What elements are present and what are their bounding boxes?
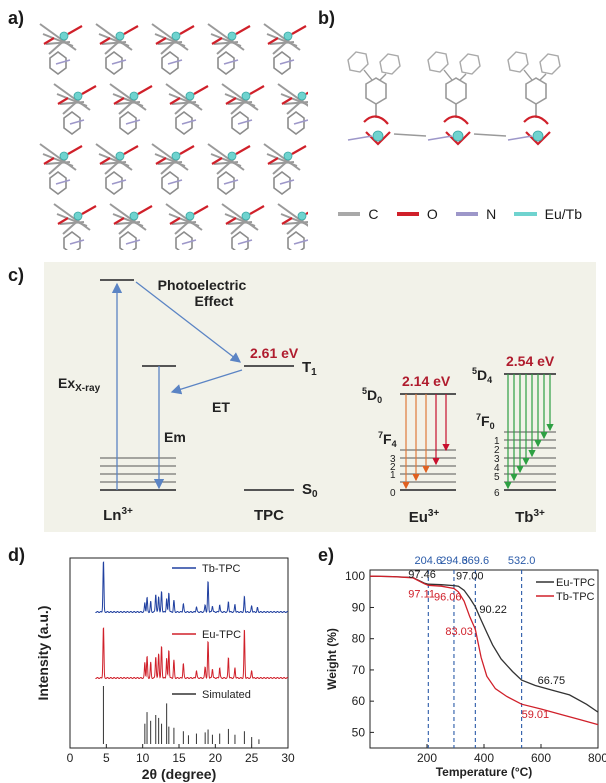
- energy-diagram-background: [44, 262, 596, 532]
- legend-label-Eu-TPC: Eu-TPC: [202, 629, 241, 641]
- tb-emission-arrows: [504, 374, 554, 490]
- y-tick-label-90: 90: [352, 600, 366, 614]
- photoelectric-label-1: Photoelectric: [158, 277, 247, 293]
- x-tick-label-5: 5: [103, 751, 110, 765]
- y-tick-label-70: 70: [352, 663, 366, 677]
- atom-legend: C O N Eu/Tb: [338, 204, 600, 224]
- chain-structure-image: [347, 51, 561, 146]
- eu-f-levels: [400, 449, 456, 483]
- vline-label-204.6: 204.6: [415, 555, 443, 567]
- tpc-label: TPC: [254, 507, 284, 524]
- s0-label: S0: [302, 481, 318, 500]
- x-axis-label: Temperature (°C): [436, 765, 533, 779]
- annotation-97.46: 97.46: [408, 569, 436, 581]
- x-tick-label-15: 15: [172, 751, 186, 765]
- annotation-97.00: 97.00: [456, 571, 484, 583]
- legend-label-n: N: [486, 206, 497, 222]
- x-tick-label-800: 800: [588, 751, 606, 765]
- annotation-83.03: 83.03: [445, 626, 473, 638]
- crystal-packing-image: [39, 23, 308, 250]
- eu-level-numbers: 3 2 1 0: [390, 454, 396, 499]
- y-tick-label-80: 80: [352, 632, 366, 646]
- y-axis-label: Weight (%): [325, 628, 339, 690]
- annotation-97.11: 97.11: [408, 588, 435, 600]
- annotation-66.75: 66.75: [538, 675, 566, 687]
- legend-label-eutb: Eu/Tb: [544, 206, 582, 222]
- energy-transfer-arrow: [170, 369, 243, 395]
- x-tick-label-20: 20: [209, 751, 223, 765]
- svg-text:0: 0: [390, 488, 396, 499]
- tb-f0-label: 7F0: [476, 412, 495, 431]
- y-axis-label: Intensity (a.u.): [35, 606, 51, 701]
- tga-chart: 200 400 600 800 50 60 70 80 90 100 Temperature (°C…: [325, 555, 606, 779]
- legend-label-Simulated: Simulated: [202, 689, 251, 701]
- annotation-96.06: 96.06: [434, 592, 462, 604]
- legend-label-o: O: [426, 206, 438, 222]
- eu-d0-label: 5D0: [362, 386, 382, 405]
- x-tick-label-400: 400: [474, 751, 494, 765]
- svg-text:2: 2: [494, 445, 500, 456]
- legend-swatch-eutb: [514, 212, 537, 216]
- photoelectric-arrow: [135, 281, 242, 363]
- legend-label-Tb-TPC: Tb-TPC: [556, 591, 595, 603]
- eu-label: Eu3+: [409, 508, 440, 526]
- x-tick-label-200: 200: [417, 751, 437, 765]
- eu-energy-label: 2.14 eV: [402, 373, 451, 389]
- vline-label-532.0: 532.0: [508, 555, 536, 567]
- x-tick-label-600: 600: [531, 751, 551, 765]
- legend-swatch-n: [455, 212, 479, 216]
- excitation-label: ExX-ray: [58, 375, 101, 394]
- legend-label-Tb-TPC: Tb-TPC: [202, 563, 241, 575]
- svg-text:1: 1: [494, 436, 500, 447]
- svg-text:4: 4: [494, 463, 500, 474]
- pxrd-chart: 0 5 10 15 20 25 30 2θ (degree) Intensity (a.u.) T…: [35, 557, 295, 782]
- tb-f-levels: [504, 431, 556, 483]
- panel-label-a: a): [8, 8, 25, 28]
- series-line-Eu-TPC: [369, 575, 599, 713]
- em-label: Em: [164, 429, 186, 445]
- x-tick-label-0: 0: [67, 751, 74, 765]
- series-line-Eu-TPC: [95, 627, 289, 680]
- eu-f4-label: 7F4: [378, 430, 397, 449]
- svg-text:1: 1: [390, 470, 396, 481]
- annotation-59.01: 59.01: [522, 709, 550, 721]
- panel-label-c: c): [8, 265, 25, 285]
- svg-text:3: 3: [494, 454, 500, 465]
- tb-label: Tb3+: [515, 508, 545, 526]
- legend-swatch-c: [338, 212, 361, 216]
- panel-label-e: e): [318, 545, 335, 565]
- x-tick-label-30: 30: [281, 751, 295, 765]
- series-line-Tb-TPC: [369, 575, 599, 726]
- y-tick-label-60: 60: [352, 694, 366, 708]
- panel-label-b: b): [318, 8, 335, 28]
- tb-level-numbers: 1 2 3 4 5 6: [494, 436, 500, 499]
- photoelectric-label-2: Effect: [195, 293, 234, 309]
- tb-d4-label: 5D4: [472, 366, 492, 385]
- ln-ground-levels: [100, 457, 176, 483]
- energy-level-diagram: Photoelectric Effect ExX-ray ET Em 2.61 …: [58, 277, 556, 526]
- svg-text:6: 6: [494, 488, 500, 499]
- x-tick-label-25: 25: [245, 751, 259, 765]
- t1-energy-label: 2.61 eV: [250, 345, 299, 361]
- svg-text:5: 5: [494, 472, 500, 483]
- eu-emission-arrows: [402, 394, 450, 490]
- svg-text:2: 2: [390, 462, 396, 473]
- x-tick-label-10: 10: [136, 751, 150, 765]
- panel-label-d: d): [8, 545, 25, 565]
- vline-label-294.6: 294.6: [440, 555, 468, 567]
- t1-label: T1: [302, 359, 317, 378]
- et-label: ET: [212, 399, 230, 415]
- svg-text:3: 3: [390, 454, 396, 465]
- annotation-90.22: 90.22: [479, 604, 507, 616]
- ln-label: Ln3+: [103, 506, 133, 524]
- legend-label-c: C: [368, 206, 379, 222]
- x-axis-label: 2θ (degree): [142, 766, 216, 782]
- legend-label-Eu-TPC: Eu-TPC: [556, 577, 595, 589]
- y-tick-label-50: 50: [352, 725, 366, 739]
- y-tick-label-100: 100: [345, 569, 365, 583]
- tb-energy-label: 2.54 eV: [506, 353, 555, 369]
- vline-label-369.6: 369.6: [462, 555, 490, 567]
- series-line-Tb-TPC: [95, 561, 289, 614]
- legend-swatch-o: [396, 212, 419, 216]
